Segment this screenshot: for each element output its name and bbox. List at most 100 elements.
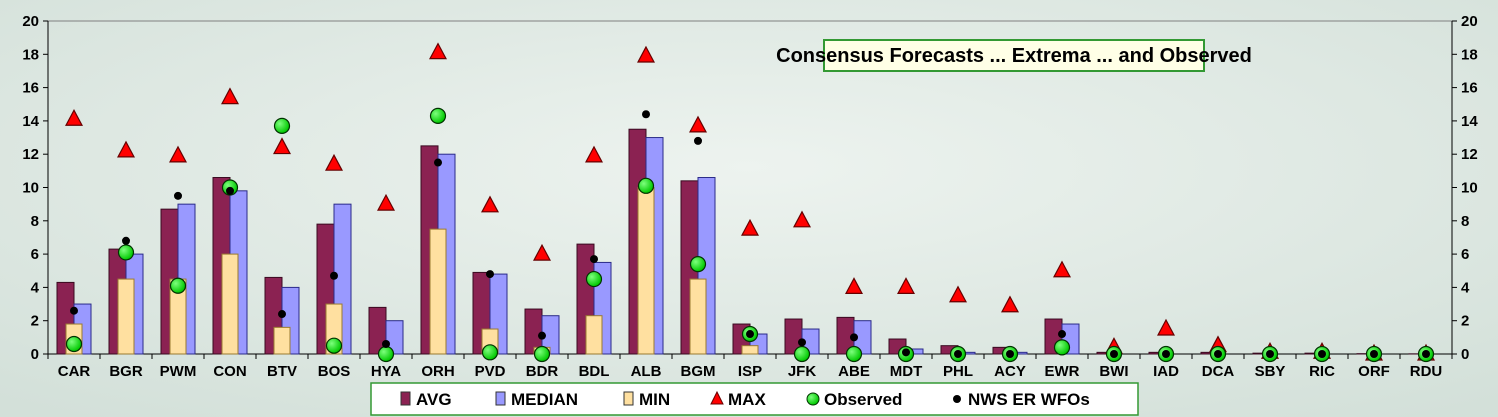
max-marker-ewr [1053, 260, 1071, 278]
max-marker-orh [429, 42, 447, 60]
category-label-car: CAR [58, 363, 91, 380]
category-label-hya: HYA [371, 363, 401, 380]
y-tick-label-left: 8 [31, 213, 39, 230]
chart-title-box: Consensus Forecasts ... Extrema ... and … [776, 39, 1252, 72]
max-marker-alb [637, 45, 655, 63]
max-marker-pwm [169, 145, 187, 163]
observed-marker-alb [637, 177, 655, 194]
category-label-dca: DCA [1202, 363, 1235, 380]
category-label-phl: PHL [943, 363, 973, 380]
min-bar-isp [741, 345, 759, 355]
y-tick-label-right: 6 [1461, 246, 1469, 263]
nws-marker-car [70, 306, 78, 315]
observed-marker-pwm [169, 277, 187, 294]
nws-marker-iad [1162, 350, 1170, 358]
min-bar-alb [637, 187, 655, 355]
max-marker-bdr [533, 243, 551, 261]
observed-marker-bdr [533, 345, 551, 363]
category-label-isp: ISP [738, 363, 762, 380]
max-marker-bdl [585, 145, 603, 163]
nws-marker-ric [1318, 350, 1326, 358]
nws-marker-bos [330, 271, 338, 280]
y-tick-label-right: 12 [1461, 146, 1478, 163]
legend-label-observed: Observed [824, 390, 902, 409]
legend-item-median: MEDIAN [495, 390, 578, 409]
observed-marker-car [65, 335, 83, 353]
category-label-pvd: PVD [475, 363, 506, 380]
legend-label-min: MIN [639, 390, 670, 409]
nws-marker-dca [1214, 350, 1222, 358]
observed-marker-btv [273, 117, 291, 134]
category-label-bgm: BGM [681, 363, 716, 380]
min-bar-con [221, 253, 239, 355]
legend-item-max: MAX [710, 390, 766, 409]
nws-marker-bgr [122, 236, 130, 245]
nws-marker-bdr [538, 331, 546, 340]
y-tick-label-left: 16 [22, 80, 39, 97]
legend-item-observed: Observed [806, 390, 902, 409]
nws-marker-bgm [694, 136, 702, 145]
category-label-ric: RIC [1309, 363, 1335, 380]
category-label-ewr: EWR [1045, 363, 1080, 380]
y-tick-label-left: 6 [31, 246, 39, 263]
nws-marker-ewr [1058, 330, 1066, 339]
category-label-bwi: BWI [1099, 363, 1128, 380]
max-marker-car [65, 108, 83, 126]
nws-marker-abe [850, 333, 858, 342]
observed-marker-bos [325, 337, 343, 354]
nws-marker-alb [642, 110, 650, 119]
observed-marker-bgr [117, 244, 135, 261]
legend-label-max: MAX [728, 390, 766, 409]
nws-marker-mdt [902, 348, 910, 357]
legend-label-nws-er-wfos: NWS ER WFOs [968, 390, 1090, 409]
legend-swatch-observed [806, 392, 820, 406]
y-tick-label-left: 0 [31, 346, 39, 363]
legend-swatch-median [495, 391, 506, 406]
category-label-con: CON [213, 363, 246, 380]
max-marker-jfk [793, 210, 811, 228]
category-label-alb: ALB [631, 363, 662, 380]
max-marker-btv [273, 137, 291, 155]
legend-label-median: MEDIAN [511, 390, 578, 409]
category-label-btv: BTV [267, 363, 297, 380]
max-marker-abe [845, 277, 863, 294]
y-tick-label-right: 4 [1461, 279, 1470, 296]
y-tick-label-left: 14 [22, 113, 39, 130]
max-marker-bgr [117, 140, 135, 158]
y-tick-label-right: 0 [1461, 346, 1469, 363]
max-marker-bgm [689, 115, 707, 133]
max-marker-pvd [481, 195, 499, 213]
legend-item-avg: AVG [400, 390, 452, 409]
observed-marker-orh [429, 107, 447, 125]
y-tick-label-right: 20 [1461, 13, 1478, 30]
nws-marker-pvd [486, 270, 494, 279]
category-label-bdl: BDL [579, 363, 610, 380]
legend-swatch-max [710, 390, 724, 405]
observed-marker-hya [377, 345, 395, 363]
category-label-bdr: BDR [526, 363, 559, 380]
y-tick-label-right: 18 [1461, 46, 1478, 63]
nws-marker-bdl [590, 255, 598, 264]
category-label-jfk: JFK [788, 363, 817, 380]
category-label-orh: ORH [421, 363, 454, 380]
observed-marker-bdl [585, 270, 603, 288]
max-marker-bos [325, 153, 343, 171]
nws-marker-orf [1370, 350, 1378, 358]
y-tick-label-right: 16 [1461, 80, 1478, 97]
max-marker-mdt [897, 277, 915, 294]
min-bar-bgr [117, 278, 135, 355]
category-label-abe: ABE [838, 363, 870, 380]
y-tick-label-left: 4 [31, 279, 40, 296]
min-bar-btv [273, 326, 291, 355]
observed-marker-abe [845, 345, 863, 363]
min-bar-bgm [689, 278, 707, 355]
max-marker-iad [1157, 318, 1175, 336]
nws-marker-jfk [798, 338, 806, 347]
nws-marker-pwm [174, 191, 182, 200]
min-bar-bdl [585, 315, 603, 355]
category-label-mdt: MDT [890, 363, 923, 380]
nws-marker-phl [954, 350, 962, 358]
legend-swatch-min [623, 391, 634, 406]
